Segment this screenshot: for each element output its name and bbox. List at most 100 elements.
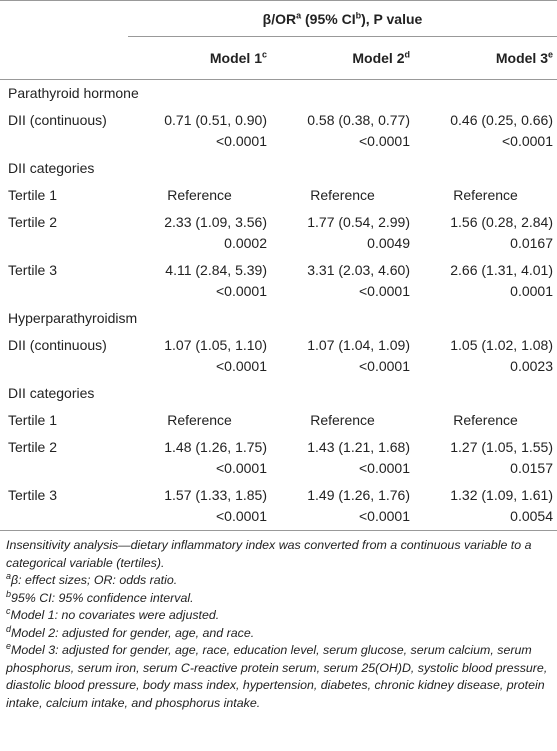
column-header: Model 3e xyxy=(414,36,557,80)
data-row: Tertile 3 1.57 (1.33, 1.85) <0.0001 1.49 (1… xyxy=(0,482,557,531)
cell-line: 1.49 (1.26, 1.76) xyxy=(307,487,410,503)
footnote: cModel 1: no covariates were adjusted. xyxy=(6,605,551,625)
superscript: d xyxy=(404,49,411,60)
cell-line: 1.43 (1.21, 1.68) xyxy=(307,439,410,455)
superscript: e xyxy=(547,49,553,60)
footnote-text: Model 1: no covariates were adjusted. xyxy=(10,608,220,622)
section-row: DII categories xyxy=(0,155,557,182)
cell-line: 0.0157 xyxy=(510,460,553,476)
section-label: Parathyroid hormone xyxy=(8,85,139,101)
section-row: Hyperparathyroidism xyxy=(0,305,557,332)
cell-line: 3.31 (2.03, 4.60) xyxy=(307,262,410,278)
superscript: d xyxy=(6,623,12,634)
header-text: Model 1 xyxy=(209,50,262,66)
row-label: Tertile 2 xyxy=(8,214,58,230)
cell: 0.58 (0.38, 0.77) <0.0001 xyxy=(271,107,414,155)
cell-line: <0.0001 xyxy=(359,133,410,149)
cell: 3.31 (2.03, 4.60) <0.0001 xyxy=(271,257,414,305)
column-header: Model 2d xyxy=(271,36,414,80)
cell: 0.46 (0.25, 0.66) <0.0001 xyxy=(414,107,557,155)
corner xyxy=(0,1,128,37)
superscript: b xyxy=(6,588,12,599)
cell-line: 0.0054 xyxy=(510,508,553,524)
table-body: β/ORa (95% CIb), P value Model 1c Model 2… xyxy=(0,0,557,531)
cell-line: 0.71 (0.51, 0.90) xyxy=(164,112,267,128)
cell-line: <0.0001 xyxy=(359,283,410,299)
cell-line: <0.0001 xyxy=(502,133,553,149)
group-header: β/ORa (95% CIb), P value xyxy=(128,0,557,37)
superscript: e xyxy=(6,640,12,651)
row-label: Tertile 1 xyxy=(8,187,58,203)
cell: 2.33 (1.09, 3.56) 0.0002 xyxy=(128,209,271,257)
cell: Reference xyxy=(414,182,557,209)
cell-line: Reference xyxy=(453,187,518,203)
cell-line: <0.0001 xyxy=(359,358,410,374)
superscript: c xyxy=(6,605,11,616)
cell: 1.77 (0.54, 2.99) 0.0049 xyxy=(271,209,414,257)
cell-line: 0.58 (0.38, 0.77) xyxy=(307,112,410,128)
header-row: β/ORa (95% CIb), P value xyxy=(0,0,557,37)
column-header-row: Model 1c Model 2d Model 3e xyxy=(0,36,557,80)
cell: 1.49 (1.26, 1.76) <0.0001 xyxy=(271,482,414,531)
footnote-text: 95% CI: 95% confidence interval. xyxy=(11,590,194,605)
cell-line: 1.77 (0.54, 2.99) xyxy=(307,214,410,230)
cell: 1.05 (1.02, 1.08) 0.0023 xyxy=(414,332,557,380)
cell-line: 0.0002 xyxy=(224,235,267,251)
cell-line: 0.0001 xyxy=(510,283,553,299)
cell-line: 1.32 (1.09, 1.61) xyxy=(450,487,553,503)
cell-line: 0.46 (0.25, 0.66) xyxy=(450,112,553,128)
footnote-text: β: effect sizes; OR: odds ratio. xyxy=(11,573,178,587)
footnote: b95% CI: 95% confidence interval. xyxy=(6,588,551,608)
footnote-text: Insensitivity analysis—dietary inflammat… xyxy=(6,538,532,570)
footnote: aβ: effect sizes; OR: odds ratio. xyxy=(6,571,551,590)
cell-line: 1.56 (0.28, 2.84) xyxy=(450,214,553,230)
footnote-text: Model 2: adjusted for gender, age, and r… xyxy=(11,625,255,640)
cell-line: 1.05 (1.02, 1.08) xyxy=(450,337,553,353)
cell: 1.57 (1.33, 1.85) <0.0001 xyxy=(128,482,271,531)
header-text: β/OR xyxy=(262,11,297,27)
cell: Reference xyxy=(128,407,271,434)
superscript: c xyxy=(261,49,267,60)
cell-line: 1.07 (1.05, 1.10) xyxy=(164,337,267,353)
row-label: DII (continuous) xyxy=(8,112,107,128)
cell-line: 2.33 (1.09, 3.56) xyxy=(164,214,267,230)
cell: 1.48 (1.26, 1.75) <0.0001 xyxy=(128,434,271,482)
cell-line: 4.11 (2.84, 5.39) xyxy=(165,262,267,278)
cell-line: <0.0001 xyxy=(216,358,267,374)
corner xyxy=(0,36,128,80)
superscript: b xyxy=(355,10,362,21)
cell-line: 1.07 (1.04, 1.09) xyxy=(307,337,410,353)
cell: 1.07 (1.05, 1.10) <0.0001 xyxy=(128,332,271,380)
cell-line: <0.0001 xyxy=(216,133,267,149)
cell-line: Reference xyxy=(310,187,375,203)
cell-line: <0.0001 xyxy=(359,460,410,476)
data-row: DII (continuous) 1.07 (1.05, 1.10) <0.0001… xyxy=(0,332,557,380)
section-row: Parathyroid hormone xyxy=(0,80,557,108)
cell: 1.27 (1.05, 1.55) 0.0157 xyxy=(414,434,557,482)
cell-line: 0.0167 xyxy=(510,235,553,251)
cell-line: 0.0049 xyxy=(367,235,410,251)
row-label: Tertile 3 xyxy=(8,262,58,278)
cell-line: <0.0001 xyxy=(216,460,267,476)
footnote: eModel 3: adjusted for gender, age, race… xyxy=(6,640,551,712)
section-row: DII categories xyxy=(0,380,557,407)
data-row: DII (continuous) 0.71 (0.51, 0.90) <0.0001… xyxy=(0,107,557,155)
cell-line: Reference xyxy=(310,412,375,428)
section-label: Hyperparathyroidism xyxy=(8,310,138,326)
cell: 1.43 (1.21, 1.68) <0.0001 xyxy=(271,434,414,482)
cell: 0.71 (0.51, 0.90) <0.0001 xyxy=(128,107,271,155)
cell: Reference xyxy=(414,407,557,434)
cell-line: <0.0001 xyxy=(216,508,267,524)
cell-line: <0.0001 xyxy=(359,508,410,524)
data-row: Tertile 1 Reference Reference Reference xyxy=(0,407,557,434)
cell-line: Reference xyxy=(167,187,232,203)
cell: 1.07 (1.04, 1.09) <0.0001 xyxy=(271,332,414,380)
header-text: (95% CI xyxy=(301,11,356,27)
cell: 1.32 (1.09, 1.61) 0.0054 xyxy=(414,482,557,531)
section-label: DII categories xyxy=(8,160,95,176)
data-row: Tertile 2 1.48 (1.26, 1.75) <0.0001 1.43 (1… xyxy=(0,434,557,482)
cell: Reference xyxy=(128,182,271,209)
cell-line: 1.48 (1.26, 1.75) xyxy=(164,439,267,455)
data-row: Tertile 2 2.33 (1.09, 3.56) 0.0002 1.77 (0.… xyxy=(0,209,557,257)
cell: 1.56 (0.28, 2.84) 0.0167 xyxy=(414,209,557,257)
